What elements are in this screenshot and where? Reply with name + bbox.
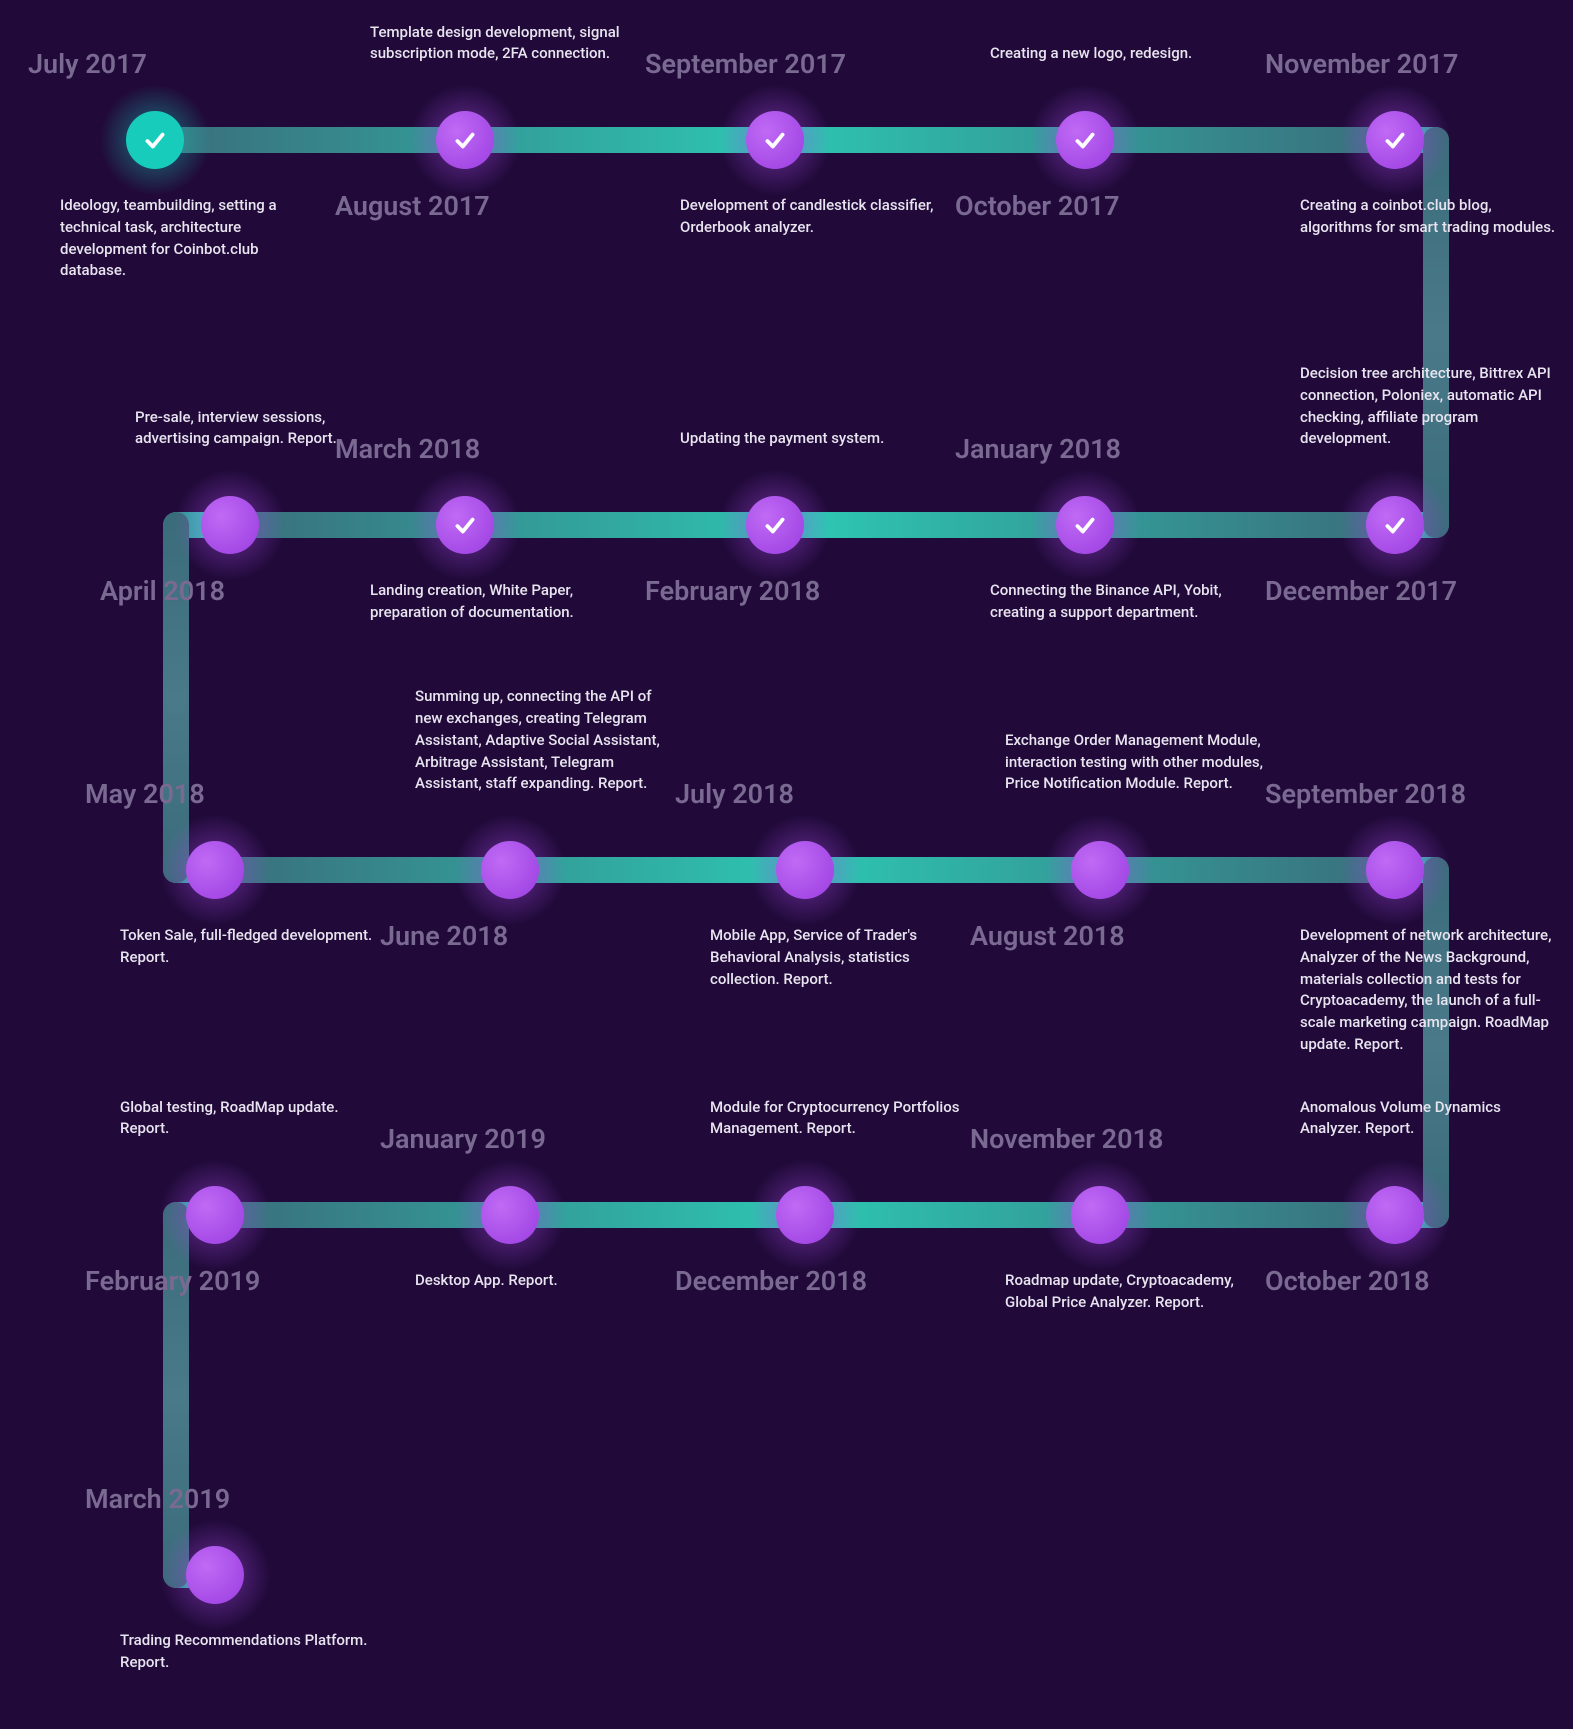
timeline-description: Exchange Order Management Module, intera… bbox=[1005, 730, 1265, 795]
timeline-node-aug18 bbox=[1071, 841, 1129, 899]
node-dot bbox=[776, 841, 834, 899]
timeline-description: Creating a new logo, redesign. bbox=[990, 43, 1192, 65]
timeline-label: July 2018 bbox=[675, 778, 794, 810]
timeline-node-jul18 bbox=[776, 841, 834, 899]
timeline-node-oct18 bbox=[1366, 1186, 1424, 1244]
timeline-description: Mobile App, Service of Trader's Behavior… bbox=[710, 925, 970, 990]
node-dot bbox=[481, 1186, 539, 1244]
check-icon bbox=[436, 111, 494, 169]
timeline-node-dec17 bbox=[1366, 496, 1424, 554]
timeline-label: March 2019 bbox=[85, 1483, 230, 1515]
node-dot bbox=[1366, 841, 1424, 899]
timeline-description: Anomalous Volume Dynamics Analyzer. Repo… bbox=[1300, 1097, 1560, 1141]
timeline-node-may18 bbox=[186, 841, 244, 899]
timeline-node-feb18 bbox=[746, 496, 804, 554]
timeline-description: Connecting the Binance API, Yobit, creat… bbox=[990, 580, 1250, 624]
check-icon bbox=[1366, 111, 1424, 169]
node-dot bbox=[776, 1186, 834, 1244]
timeline-node-nov18 bbox=[1071, 1186, 1129, 1244]
timeline-description: Token Sale, full-fledged development. Re… bbox=[120, 925, 380, 969]
timeline-label: July 2017 bbox=[28, 48, 147, 80]
node-dot bbox=[186, 1186, 244, 1244]
timeline-description: Development of candlestick classifier, O… bbox=[680, 195, 940, 239]
timeline-node-jan19 bbox=[481, 1186, 539, 1244]
timeline-description: Updating the payment system. bbox=[680, 428, 884, 450]
timeline-label: September 2018 bbox=[1265, 778, 1466, 810]
timeline-label: September 2017 bbox=[645, 48, 846, 80]
timeline-node-feb19 bbox=[186, 1186, 244, 1244]
check-icon bbox=[1366, 496, 1424, 554]
timeline-node-jul17 bbox=[126, 111, 184, 169]
timeline-description: Ideology, teambuilding, setting a techni… bbox=[60, 195, 320, 282]
timeline-node-apr18 bbox=[201, 496, 259, 554]
node-dot bbox=[1366, 1186, 1424, 1244]
timeline-node-jan18 bbox=[1056, 496, 1114, 554]
check-icon bbox=[436, 496, 494, 554]
timeline-node-oct17 bbox=[1056, 111, 1114, 169]
node-dot bbox=[186, 841, 244, 899]
timeline-description: Template design development, signal subs… bbox=[370, 22, 630, 66]
node-dot bbox=[1071, 841, 1129, 899]
timeline-description: Pre-sale, interview sessions, advertisin… bbox=[135, 407, 395, 451]
node-dot bbox=[481, 841, 539, 899]
timeline-description: Module for Cryptocurrency Portfolios Man… bbox=[710, 1097, 970, 1141]
check-icon bbox=[1056, 111, 1114, 169]
timeline-description: Decision tree architecture, Bittrex API … bbox=[1300, 363, 1560, 450]
timeline-node-mar19 bbox=[186, 1546, 244, 1604]
timeline-node-sep18 bbox=[1366, 841, 1424, 899]
timeline-label: May 2018 bbox=[85, 778, 205, 810]
node-dot bbox=[1071, 1186, 1129, 1244]
timeline-label: November 2018 bbox=[970, 1123, 1163, 1155]
timeline-label: January 2019 bbox=[380, 1123, 546, 1155]
timeline-label: December 2017 bbox=[1265, 575, 1457, 607]
timeline-description: Summing up, connecting the API of new ex… bbox=[415, 686, 675, 795]
timeline-description: Landing creation, White Paper, preparati… bbox=[370, 580, 630, 624]
timeline-label: December 2018 bbox=[675, 1265, 867, 1297]
check-icon bbox=[1056, 496, 1114, 554]
roadmap-timeline: July 2017 Ideology, teambuilding, setting… bbox=[0, 0, 1573, 1729]
timeline-description: Global testing, RoadMap update. Report. bbox=[120, 1097, 380, 1141]
timeline-node-sep17 bbox=[746, 111, 804, 169]
timeline-description: Roadmap update, Cryptoacademy, Global Pr… bbox=[1005, 1270, 1265, 1314]
timeline-description: Development of network architecture, Ana… bbox=[1300, 925, 1560, 1056]
timeline-node-dec18 bbox=[776, 1186, 834, 1244]
timeline-node-jun18 bbox=[481, 841, 539, 899]
timeline-node-aug17 bbox=[436, 111, 494, 169]
check-icon bbox=[126, 111, 184, 169]
check-icon bbox=[746, 496, 804, 554]
timeline-node-nov17 bbox=[1366, 111, 1424, 169]
timeline-node-mar18 bbox=[436, 496, 494, 554]
node-dot bbox=[186, 1546, 244, 1604]
timeline-description: Creating a coinbot.club blog, algorithms… bbox=[1300, 195, 1560, 239]
timeline-description: Desktop App. Report. bbox=[415, 1270, 558, 1292]
timeline-description: Trading Recommendations Platform. Report… bbox=[120, 1630, 380, 1674]
timeline-label: January 2018 bbox=[955, 433, 1121, 465]
node-dot bbox=[201, 496, 259, 554]
timeline-label: November 2017 bbox=[1265, 48, 1458, 80]
check-icon bbox=[746, 111, 804, 169]
